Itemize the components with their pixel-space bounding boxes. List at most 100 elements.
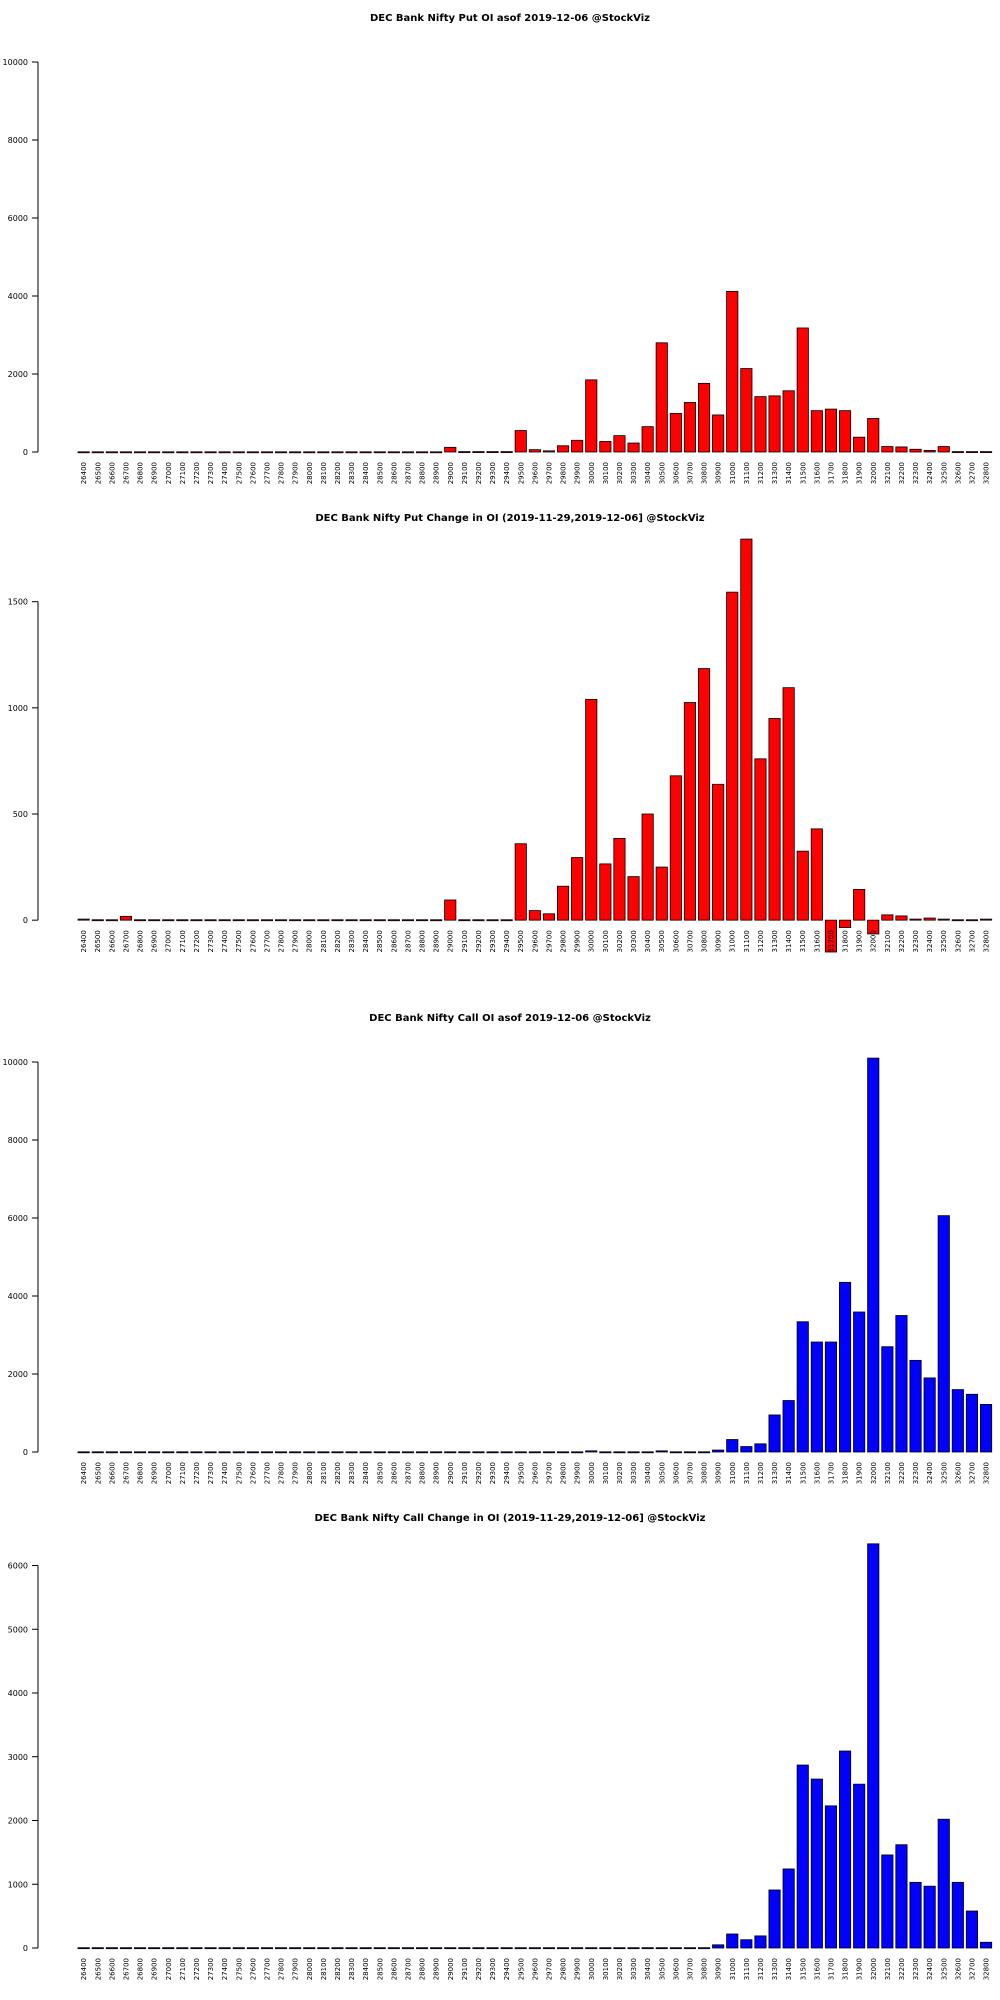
bar-30400 bbox=[641, 1947, 654, 1950]
x-tick-label: 29600 bbox=[531, 462, 539, 484]
bar-28000 bbox=[303, 1947, 316, 1950]
bar-27800 bbox=[274, 919, 288, 922]
x-tick-label: 31600 bbox=[813, 462, 821, 484]
x-tick-label: 32600 bbox=[954, 930, 962, 952]
x-tick-label: 31800 bbox=[842, 1958, 850, 1980]
y-tick-label: 8000 bbox=[8, 1136, 28, 1145]
x-tick-label: 26400 bbox=[80, 930, 88, 952]
x-tick-label: 27100 bbox=[179, 462, 187, 484]
x-tick-label: 27700 bbox=[263, 1958, 271, 1980]
x-tick-label: 28700 bbox=[404, 930, 412, 952]
bar-30300 bbox=[627, 442, 640, 453]
x-tick-label: 27200 bbox=[193, 1462, 201, 1484]
x-tick-label: 30400 bbox=[644, 930, 652, 952]
x-tick-label: 29600 bbox=[531, 1958, 539, 1980]
x-tick-label: 26500 bbox=[94, 1958, 102, 1980]
x-tick-label: 30700 bbox=[686, 1958, 694, 1980]
x-tick-label: 28400 bbox=[362, 462, 370, 484]
bar-29600 bbox=[528, 1947, 541, 1950]
bar-28900 bbox=[430, 919, 443, 922]
bar-32700 bbox=[965, 1393, 978, 1453]
x-tick-label: 30600 bbox=[672, 1958, 680, 1980]
x-tick-label: 32400 bbox=[926, 1462, 934, 1484]
bar-30300 bbox=[627, 1947, 640, 1950]
x-tick-label: 30300 bbox=[630, 1958, 638, 1980]
bar-32300 bbox=[909, 918, 922, 921]
bar-29200 bbox=[472, 1947, 485, 1950]
x-tick-label: 30300 bbox=[630, 462, 638, 484]
x-tick-label: 30700 bbox=[686, 462, 694, 484]
bar-28200 bbox=[331, 919, 344, 922]
x-tick-label: 27600 bbox=[249, 1462, 257, 1484]
x-tick-label: 28300 bbox=[348, 462, 356, 484]
x-tick-label: 29700 bbox=[545, 462, 553, 484]
bar-26500 bbox=[91, 1451, 104, 1454]
bar-28600 bbox=[387, 451, 400, 454]
bar-31800 bbox=[839, 919, 852, 928]
x-tick-label: 30500 bbox=[658, 930, 666, 952]
bar-31500 bbox=[796, 1321, 809, 1453]
y-tick-label: 4000 bbox=[8, 292, 28, 301]
x-tick-label: 27000 bbox=[165, 462, 173, 484]
x-tick-label: 27300 bbox=[207, 930, 215, 952]
bar-31600 bbox=[810, 1341, 823, 1453]
bar-30800 bbox=[698, 668, 711, 921]
y-tick-label: 5000 bbox=[8, 1625, 28, 1634]
x-tick-label: 30500 bbox=[658, 1462, 666, 1484]
bar-30000 bbox=[585, 698, 598, 921]
bar-31200 bbox=[754, 758, 767, 921]
bar-32700 bbox=[965, 1910, 978, 1949]
bar-28600 bbox=[387, 919, 400, 922]
x-tick-label: 32800 bbox=[983, 1958, 991, 1980]
x-tick-label: 32300 bbox=[912, 930, 920, 952]
chart-title: DEC Bank Nifty Call Change in OI (2019-1… bbox=[315, 1513, 706, 1524]
x-tick-label: 32000 bbox=[870, 462, 878, 484]
x-tick-label: 30200 bbox=[616, 930, 624, 952]
bar-31000 bbox=[726, 591, 739, 921]
bar-31400 bbox=[782, 390, 795, 453]
x-tick-label: 31400 bbox=[785, 1958, 793, 1980]
bar-31100 bbox=[740, 1939, 753, 1949]
x-tick-label: 30600 bbox=[672, 462, 680, 484]
x-tick-label: 27500 bbox=[235, 930, 243, 952]
bar-26800 bbox=[133, 919, 147, 922]
bar-30200 bbox=[613, 435, 626, 453]
x-tick-label: 29400 bbox=[503, 462, 511, 484]
x-tick-label: 26600 bbox=[108, 1958, 116, 1980]
x-tick-label: 30000 bbox=[588, 930, 596, 952]
x-tick-label: 29800 bbox=[560, 1462, 568, 1484]
bar-31000 bbox=[726, 290, 739, 453]
x-tick-label: 26800 bbox=[137, 1462, 145, 1484]
bar-32000 bbox=[867, 418, 880, 453]
bar-32300 bbox=[909, 1359, 922, 1453]
bar-32000 bbox=[867, 1543, 880, 1949]
x-tick-label: 30100 bbox=[602, 930, 610, 952]
bar-27100 bbox=[176, 919, 189, 922]
x-tick-label: 29100 bbox=[461, 930, 469, 952]
bar-27400 bbox=[218, 919, 231, 922]
x-tick-label: 32200 bbox=[898, 1958, 906, 1980]
x-tick-label: 26900 bbox=[151, 1958, 159, 1980]
bar-27400 bbox=[218, 1947, 231, 1950]
y-tick-label: 0 bbox=[23, 916, 28, 925]
x-tick-label: 32600 bbox=[954, 1462, 962, 1484]
y-tick-label: 6000 bbox=[8, 1562, 28, 1571]
bar-30000 bbox=[585, 1450, 598, 1453]
x-tick-label: 31000 bbox=[729, 462, 737, 484]
y-tick-label: 8000 bbox=[8, 136, 28, 145]
x-tick-label: 28700 bbox=[404, 462, 412, 484]
x-tick-label: 31400 bbox=[785, 930, 793, 952]
y-tick-label: 4000 bbox=[8, 1292, 28, 1301]
x-tick-label: 31100 bbox=[743, 462, 751, 484]
x-tick-label: 27800 bbox=[278, 1462, 286, 1484]
x-tick-label: 29800 bbox=[560, 462, 568, 484]
bar-27500 bbox=[232, 1947, 245, 1950]
x-tick-label: 28200 bbox=[334, 930, 342, 952]
bar-30000 bbox=[585, 379, 598, 453]
bar-27500 bbox=[232, 1451, 245, 1454]
bar-27000 bbox=[162, 1947, 175, 1950]
x-tick-label: 31700 bbox=[827, 462, 835, 484]
bar-28800 bbox=[415, 919, 429, 922]
bar-29900 bbox=[571, 1451, 584, 1454]
x-tick-label: 27000 bbox=[165, 1462, 173, 1484]
